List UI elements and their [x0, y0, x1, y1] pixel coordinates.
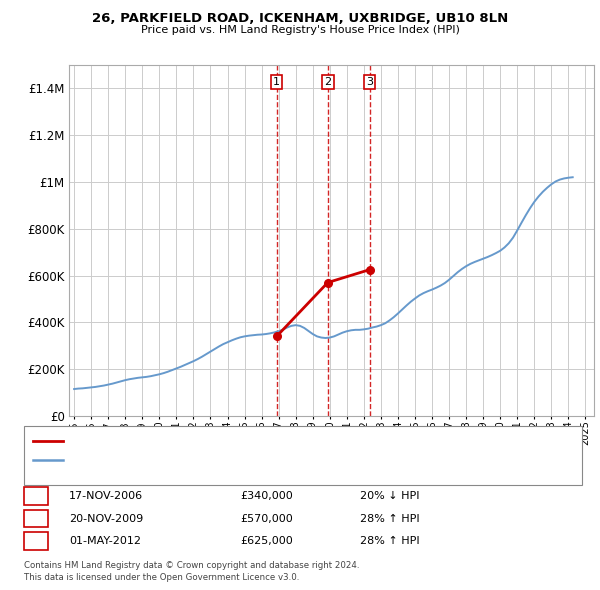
Text: 28% ↑ HPI: 28% ↑ HPI — [360, 514, 419, 523]
Text: 20-NOV-2009: 20-NOV-2009 — [69, 514, 143, 523]
Text: £570,000: £570,000 — [240, 514, 293, 523]
Text: £340,000: £340,000 — [240, 491, 293, 501]
Text: 26, PARKFIELD ROAD, ICKENHAM, UXBRIDGE, UB10 8LN: 26, PARKFIELD ROAD, ICKENHAM, UXBRIDGE, … — [92, 12, 508, 25]
Text: Price paid vs. HM Land Registry's House Price Index (HPI): Price paid vs. HM Land Registry's House … — [140, 25, 460, 35]
Text: Contains HM Land Registry data © Crown copyright and database right 2024.: Contains HM Land Registry data © Crown c… — [24, 561, 359, 570]
Text: 26, PARKFIELD ROAD, ICKENHAM, UXBRIDGE, UB10 8LN (detached house): 26, PARKFIELD ROAD, ICKENHAM, UXBRIDGE, … — [69, 436, 454, 445]
Text: 3: 3 — [32, 535, 40, 548]
Text: 1: 1 — [273, 77, 280, 87]
Text: 1: 1 — [32, 490, 40, 503]
Text: £625,000: £625,000 — [240, 536, 293, 546]
Text: 2: 2 — [32, 512, 40, 525]
Text: This data is licensed under the Open Government Licence v3.0.: This data is licensed under the Open Gov… — [24, 573, 299, 582]
Text: 20% ↓ HPI: 20% ↓ HPI — [360, 491, 419, 501]
Text: 17-NOV-2006: 17-NOV-2006 — [69, 491, 143, 501]
Text: HPI: Average price, detached house, Hillingdon: HPI: Average price, detached house, Hill… — [69, 455, 314, 465]
Text: 01-MAY-2012: 01-MAY-2012 — [69, 536, 141, 546]
Text: 28% ↑ HPI: 28% ↑ HPI — [360, 536, 419, 546]
Text: 3: 3 — [366, 77, 373, 87]
Text: 2: 2 — [324, 77, 331, 87]
